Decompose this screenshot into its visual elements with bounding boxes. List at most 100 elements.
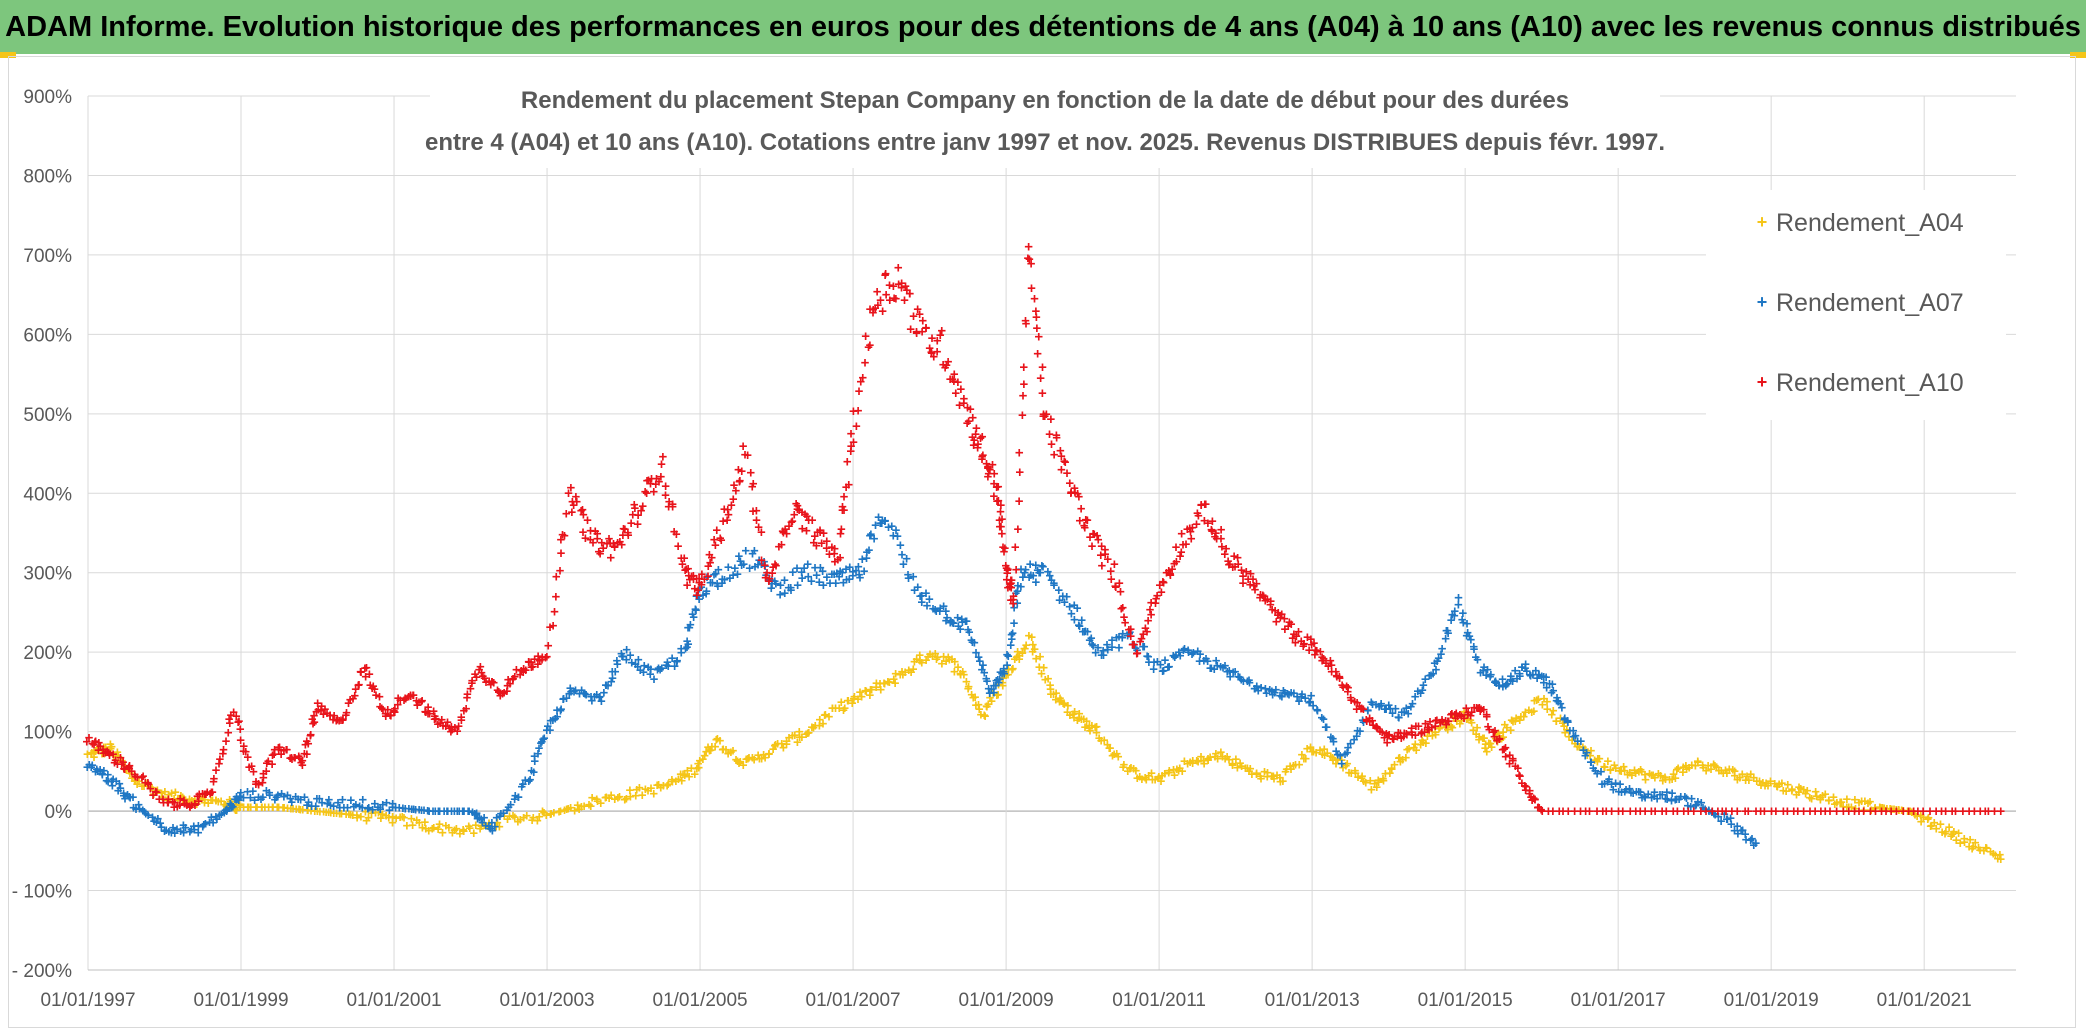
data-point: + (1974, 839, 1983, 856)
data-point: + (575, 801, 584, 818)
data-point: + (1344, 739, 1353, 756)
data-point: + (737, 557, 746, 574)
data-point: + (931, 602, 940, 619)
data-point: + (852, 418, 861, 435)
data-point: + (801, 506, 810, 523)
data-point: + (1436, 714, 1445, 731)
data-point: + (546, 713, 555, 730)
data-point: + (488, 823, 497, 840)
data-point: + (1118, 630, 1127, 647)
legend-background (1706, 190, 2006, 420)
data-point: + (1370, 775, 1379, 792)
data-point: + (468, 673, 477, 690)
data-point: + (1681, 757, 1690, 774)
data-point: + (700, 748, 709, 765)
data-point: + (1833, 795, 1842, 812)
data-point: + (754, 519, 763, 536)
data-point: + (254, 789, 263, 806)
legend-marker: + (1757, 372, 1768, 392)
data-point: + (1197, 749, 1206, 766)
data-point: + (1217, 531, 1226, 548)
data-point: + (1976, 803, 1985, 820)
data-point: + (1169, 647, 1178, 664)
data-point: + (1582, 745, 1591, 762)
data-point: + (816, 559, 825, 576)
data-point: + (215, 807, 224, 824)
data-point: + (1407, 720, 1416, 737)
data-point: + (1390, 728, 1399, 745)
data-point: + (776, 587, 785, 604)
data-point: + (870, 531, 879, 548)
data-point: + (538, 734, 547, 751)
data-point: + (999, 539, 1008, 556)
data-point: + (1570, 803, 1579, 820)
data-point: + (91, 764, 100, 781)
data-point: + (1930, 814, 1939, 831)
data-point: + (1158, 768, 1167, 785)
data-point: + (1490, 729, 1499, 746)
data-point: + (591, 523, 600, 540)
data-point: + (613, 653, 622, 670)
data-point: + (755, 750, 764, 767)
data-point: + (98, 746, 107, 763)
data-point: + (565, 685, 574, 702)
data-point: + (500, 685, 509, 702)
data-point: + (672, 654, 681, 671)
data-point: + (1274, 605, 1283, 622)
data-point: + (1431, 726, 1440, 743)
data-point: + (311, 798, 320, 815)
data-point: + (488, 673, 497, 690)
data-point: + (1490, 674, 1499, 691)
data-point: + (1216, 744, 1225, 761)
data-point: + (1650, 769, 1659, 786)
data-point: + (608, 664, 617, 681)
data-point: + (342, 704, 351, 721)
data-point: + (1012, 649, 1021, 666)
data-point: + (1427, 720, 1436, 737)
data-point: + (253, 799, 262, 816)
data-point: + (915, 306, 924, 323)
data-point: + (167, 785, 176, 802)
data-point: + (1917, 813, 1926, 830)
data-point: + (685, 769, 694, 786)
data-point: + (294, 748, 303, 765)
data-point: + (1821, 803, 1830, 820)
data-point: + (203, 784, 212, 801)
data-point: + (1589, 760, 1598, 777)
data-point: + (1060, 696, 1069, 713)
data-point: + (379, 702, 388, 719)
data-point: + (1730, 823, 1739, 840)
data-point: + (141, 774, 150, 791)
data-point: + (1307, 631, 1316, 648)
data-point: + (1155, 577, 1164, 594)
data-point: + (1611, 775, 1620, 792)
data-point: + (1431, 713, 1440, 730)
data-point: + (825, 708, 834, 725)
data-point: + (1459, 615, 1468, 632)
data-point: + (941, 359, 950, 376)
data-point: + (1005, 578, 1014, 595)
data-point: + (1518, 659, 1527, 676)
data-point: + (680, 550, 689, 567)
data-point: + (88, 757, 97, 774)
data-point: + (731, 560, 740, 577)
data-point: + (1400, 704, 1409, 721)
data-point: + (1663, 791, 1672, 808)
data-point: + (193, 788, 202, 805)
data-point: + (627, 655, 636, 672)
data-point: + (1036, 564, 1045, 581)
data-point: + (1210, 528, 1219, 545)
data-point: + (1682, 790, 1691, 807)
data-point: + (402, 817, 411, 834)
data-point: + (1013, 643, 1022, 660)
data-point: + (850, 689, 859, 706)
data-point: + (804, 512, 813, 529)
data-point: + (803, 508, 812, 525)
data-point: + (125, 760, 134, 777)
data-point: + (1054, 582, 1063, 599)
data-point: + (452, 820, 461, 837)
data-point: + (594, 543, 603, 560)
data-point: + (1673, 803, 1682, 820)
data-point: + (1506, 722, 1515, 739)
data-point: + (1447, 705, 1456, 722)
